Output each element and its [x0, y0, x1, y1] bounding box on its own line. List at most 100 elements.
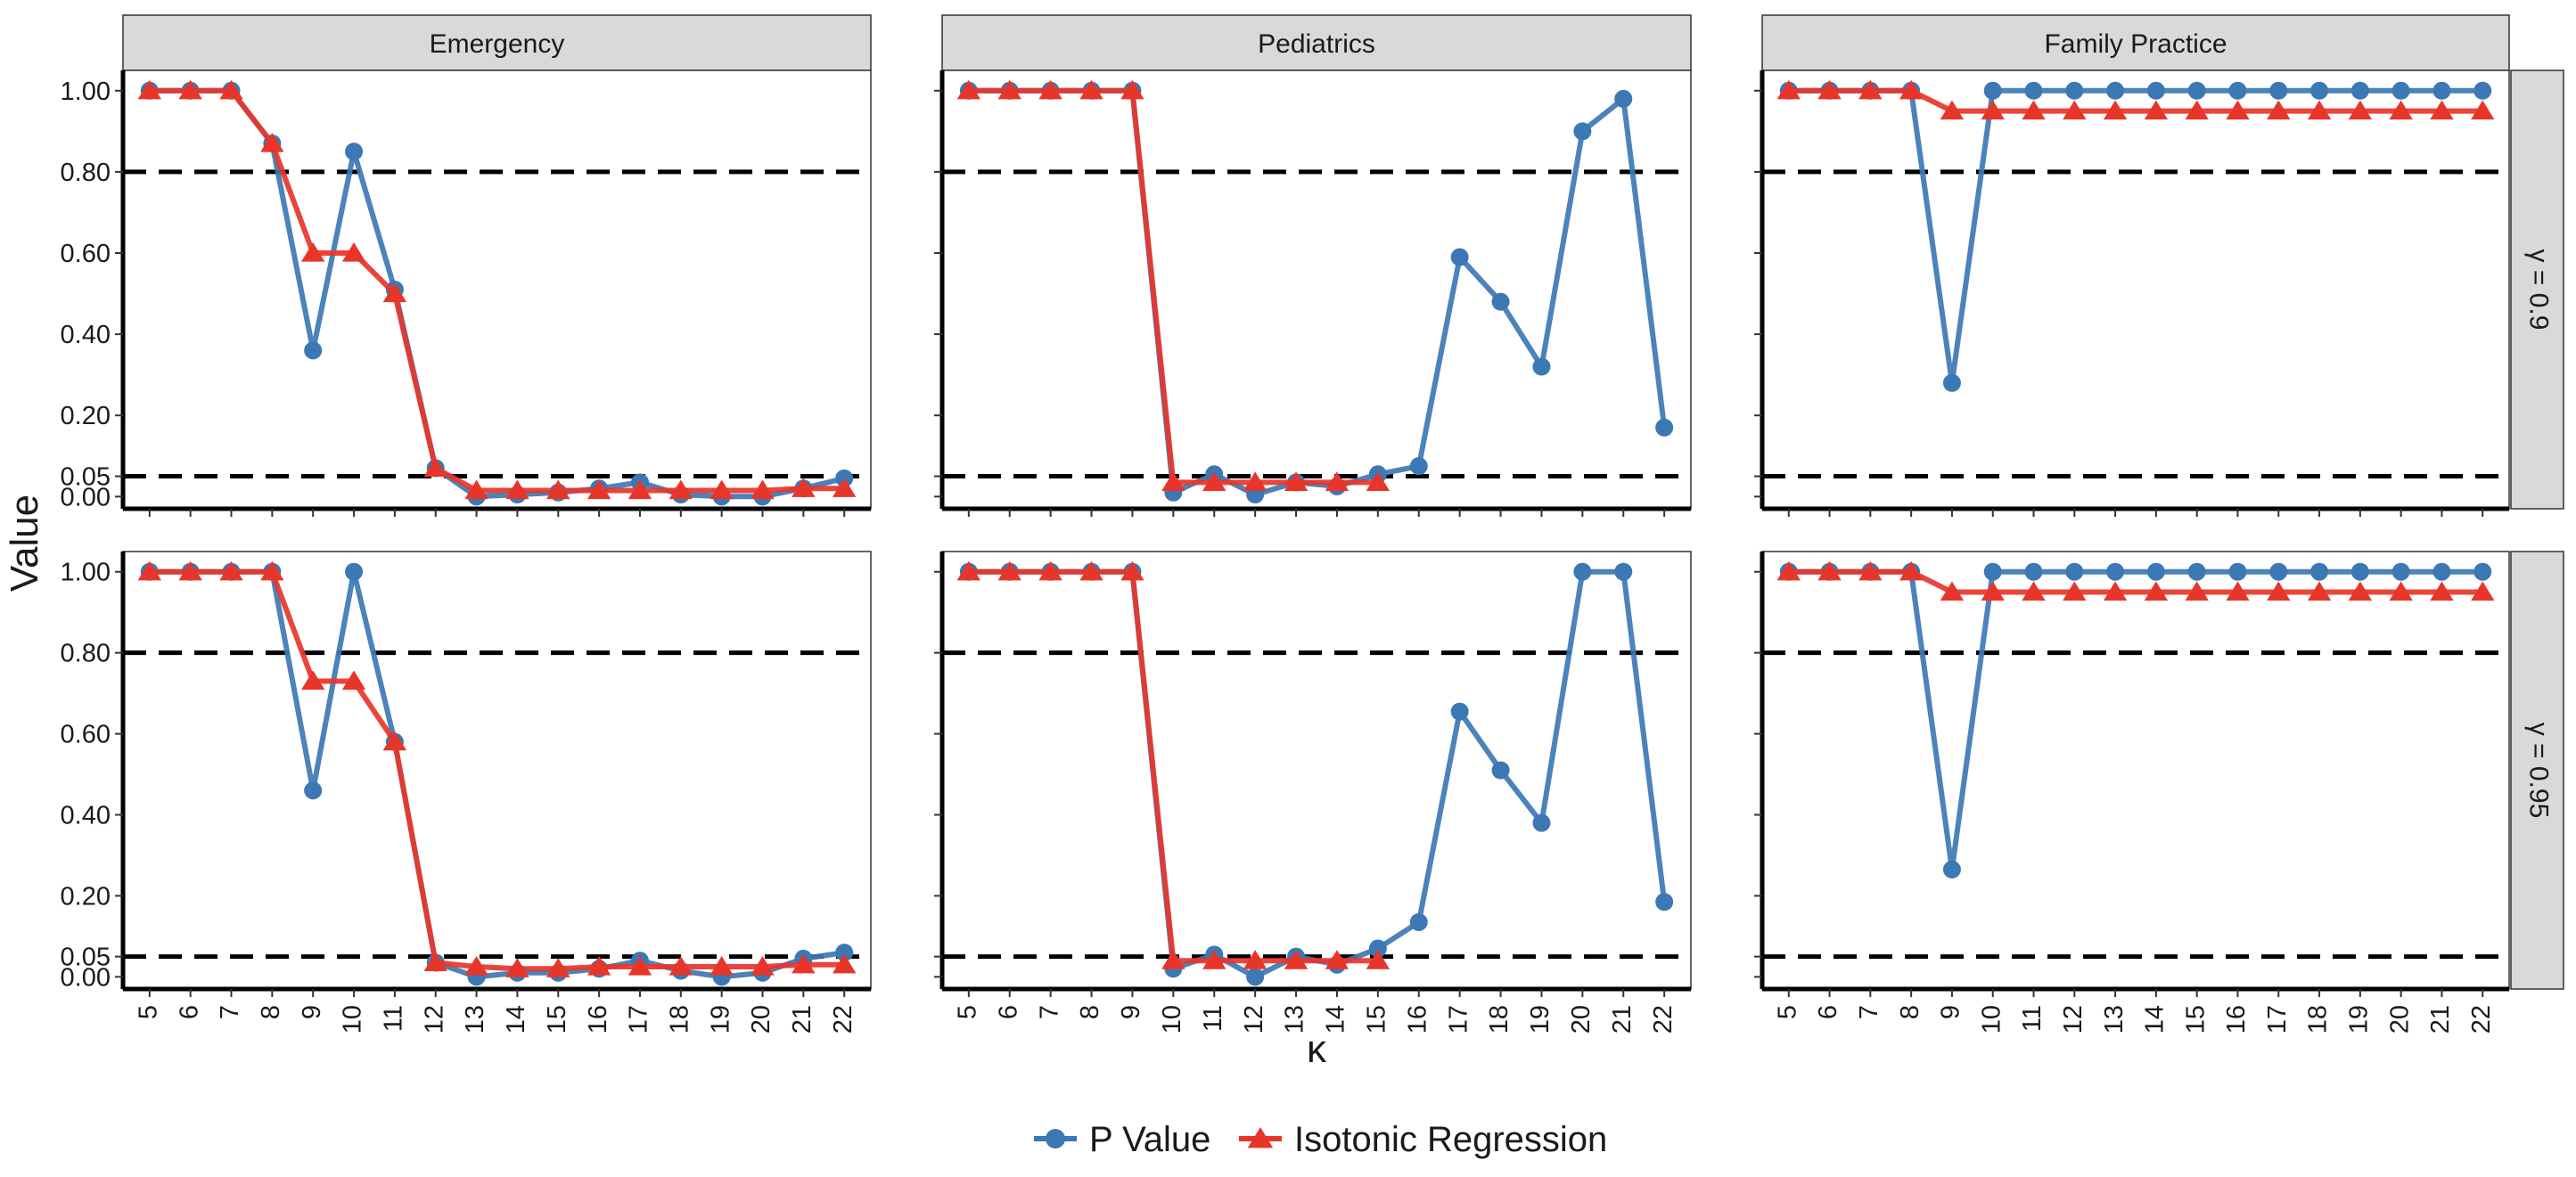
panel-family-practice-row-2-p-value-point-16: [2228, 562, 2247, 581]
panel-family-practice-row-2-p-value-point-11: [2024, 562, 2043, 581]
panel-family-practice-row-2-isotonic-regression-point-7: [1858, 560, 1883, 581]
strip-row-2: [2510, 551, 2564, 990]
panel-family-practice-row-1-isotonic-regression-point-13: [2103, 100, 2128, 120]
panel-emergency-row-1-isotonic-regression-line: [149, 87, 845, 494]
xtick-label-family-practice-14: 14: [2141, 1005, 2170, 1034]
xtick-label-family-practice-16: 16: [2222, 1005, 2251, 1034]
panel-emergency-row-1-isotonic-regression-point-15: [546, 479, 570, 500]
xtick-label-pediatrics-11: 11: [1199, 1005, 1227, 1032]
panel-family-practice-row-1-p-value-point-15: [2187, 81, 2206, 100]
panel-family-practice-row-1-isotonic-regression-point-15: [2185, 100, 2209, 120]
panel-emergency-row-1-isotonic-regression-point-10: [341, 242, 366, 262]
xtick-label-pediatrics-10: 10: [1158, 1005, 1186, 1034]
panel-emergency-row-1-isotonic-regression-point-14: [505, 479, 529, 500]
panel-family-practice-row-1-p-value-point-21: [2432, 81, 2451, 100]
panel-emergency-row-2-isotonic-regression-line: [149, 568, 845, 972]
panel-pediatrics-row-1-isotonic-regression-point-14: [1325, 471, 1350, 491]
xtick-label-emergency-15: 15: [543, 1005, 571, 1034]
panel-family-practice-row-1-isotonic-regression-line: [1788, 87, 2483, 114]
xtick-label-family-practice-8: 8: [1896, 1005, 1924, 1019]
panel-family-practice-row-1-p-value-point-17: [2269, 81, 2288, 100]
ytick-label-row-2-2: 0.20: [61, 882, 111, 911]
panel-family-practice-row-1-isotonic-regression-point-5: [1776, 79, 1801, 100]
panel-pediatrics-row-1: [934, 69, 1692, 517]
panel-family-practice-row-1-p-value-point-11: [2024, 81, 2043, 100]
ytick-label-row-2-6: 1.00: [61, 559, 111, 587]
panel-emergency-row-2-isotonic-regression-point-10: [341, 670, 366, 691]
x-axis-title: κ: [1307, 1027, 1327, 1071]
panel-family-practice-row-2-p-value-point-10: [1983, 562, 2002, 581]
panel-emergency-row-1-p-value-point-9: [304, 341, 323, 360]
panel-family-practice-row-2-p-value-point-20: [2391, 562, 2410, 581]
panel-family-practice-row-1-frame: [1761, 69, 2510, 510]
xtick-label-emergency-12: 12: [420, 1005, 448, 1034]
panel-pediatrics-row-1-p-value-point-22: [1655, 418, 1674, 437]
panel-family-practice-row-1-p-value-point-14: [2146, 81, 2165, 100]
panel-emergency-row-2-p-value-point-9: [304, 781, 323, 800]
panel-family-practice-row-2-isotonic-regression-point-11: [2022, 581, 2046, 601]
panel-pediatrics-row-1-p-value-point-17: [1450, 248, 1469, 266]
panel-emergency-row-2: 0.000.05 0.20 0.40 0.60 0.80 1.00 5 6 7 8 9 10 11 12 1…: [61, 551, 872, 1034]
panel-pediatrics-row-2-isotonic-regression-point-13: [1284, 950, 1309, 969]
panel-emergency-row-2-isotonic-regression-point-6: [178, 560, 202, 581]
panel-family-practice-row-1: [1754, 69, 2510, 517]
xtick-label-pediatrics-15: 15: [1363, 1005, 1391, 1034]
xtick-label-family-practice-18: 18: [2304, 1005, 2333, 1034]
ytick-label-row-1-2: 0.20: [61, 402, 111, 430]
panel-pediatrics-row-2-frame: [941, 551, 1692, 990]
legend-label-p-value: P Value: [1089, 1120, 1210, 1159]
xtick-label-emergency-14: 14: [502, 1005, 530, 1034]
panel-pediatrics-row-2-p-value-point-20: [1573, 562, 1592, 581]
panel-family-practice-row-2-p-value-point-14: [2146, 562, 2165, 581]
panel-family-practice-row-1-isotonic-regression-point-11: [2022, 100, 2046, 120]
xtick-label-family-practice-10: 10: [1977, 1005, 2006, 1034]
panel-emergency-row-1-isotonic-regression-point-8: [260, 133, 284, 152]
panel-family-practice-row-2-isotonic-regression-point-12: [2063, 581, 2087, 601]
panel-family-practice-row-2-isotonic-regression-point-18: [2307, 581, 2332, 601]
panel-family-practice-row-2-isotonic-regression-point-19: [2348, 581, 2373, 601]
panel-family-practice-row-2-isotonic-regression-point-22: [2471, 581, 2495, 601]
panel-emergency-row-2-isotonic-regression-point-15: [546, 958, 570, 977]
xtick-label-emergency-21: 21: [788, 1005, 816, 1034]
panel-emergency-row-1: 0.000.05 0.20 0.40 0.60 0.80 1.00: [61, 69, 872, 517]
legend-key-marker-isotonic-regression: [1247, 1127, 1274, 1148]
panel-emergency-row-1-isotonic-regression-point-18: [669, 479, 693, 500]
panel-emergency-row-2-isotonic-regression-point-18: [669, 955, 693, 976]
panel-family-practice-row-2-isotonic-regression-point-20: [2389, 581, 2413, 601]
panel-pediatrics-row-1-frame: [941, 69, 1692, 510]
strip-label-emergency: Emergency: [430, 29, 565, 59]
panel-family-practice-row-1-p-value-point-22: [2473, 81, 2492, 100]
xtick-label-family-practice-21: 21: [2426, 1005, 2455, 1034]
panel-emergency-row-1-isotonic-regression-point-5: [137, 79, 162, 100]
xtick-label-pediatrics-13: 13: [1281, 1005, 1309, 1034]
panel-emergency-row-2-isotonic-regression-point-8: [260, 560, 284, 581]
panel-pediatrics-row-1-isotonic-regression-point-13: [1284, 471, 1309, 491]
xtick-label-emergency-6: 6: [175, 1005, 203, 1019]
strip-label-family-practice: Family Practice: [2044, 29, 2227, 59]
panel-family-practice-row-2-frame: [1761, 551, 2510, 990]
panel-emergency-row-2-p-value-point-10: [345, 562, 364, 581]
panel-family-practice-row-2-isotonic-regression-point-10: [1981, 581, 2005, 601]
panel-pediatrics-row-2-p-value-point-19: [1532, 813, 1551, 832]
panel-family-practice-row-2-p-value-point-12: [2065, 562, 2084, 581]
panel-pediatrics-row-2-isotonic-regression-point-14: [1325, 950, 1350, 969]
panel-family-practice-row-2-isotonic-regression-point-8: [1899, 560, 1924, 581]
panel-emergency-row-1-isotonic-regression-point-17: [628, 479, 652, 500]
panel-family-practice-row-2-p-value-point-18: [2310, 562, 2329, 581]
panel-family-practice-row-1-isotonic-regression-point-20: [2389, 100, 2413, 120]
panel-family-practice-row-1-p-value-point-10: [1983, 81, 2002, 100]
panel-emergency-row-1-isotonic-regression-point-6: [178, 79, 202, 100]
legend-key-marker-p-value: [1046, 1129, 1065, 1148]
panel-pediatrics-row-2-p-value-point-17: [1450, 702, 1469, 721]
panel-family-practice-row-2-isotonic-regression-point-21: [2430, 581, 2454, 601]
ytick-label-row-2-5: 0.80: [61, 640, 111, 668]
panel-pediatrics-row-2-isotonic-regression-point-8: [1079, 560, 1103, 581]
ytick-label-row-1-4: 0.60: [61, 240, 111, 268]
panel-emergency-row-1-isotonic-regression-point-12: [423, 457, 447, 478]
panel-pediatrics-row-2-p-value-point-15: [1368, 939, 1387, 958]
xtick-label-emergency-7: 7: [216, 1005, 244, 1019]
xtick-label-family-practice-7: 7: [1855, 1005, 1883, 1019]
ytick-label-row-1-5: 0.80: [61, 159, 111, 187]
xtick-label-pediatrics-17: 17: [1444, 1005, 1473, 1034]
xtick-label-family-practice-15: 15: [2181, 1005, 2210, 1034]
